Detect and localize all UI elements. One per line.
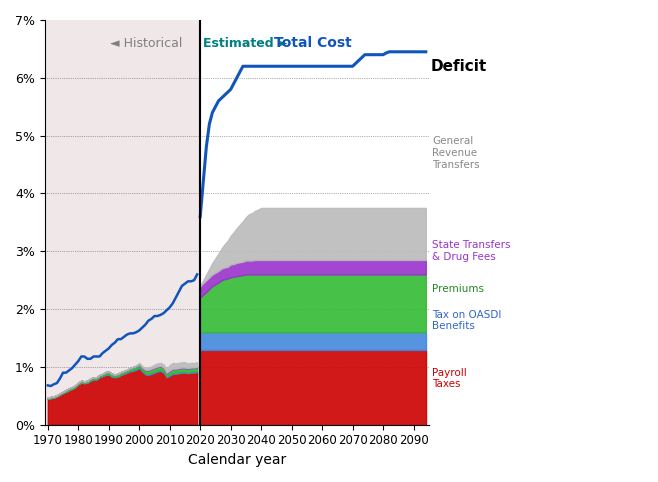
Bar xyxy=(45,20,200,425)
Text: Estimated ►: Estimated ► xyxy=(203,37,288,50)
Text: General
Revenue
Transfers: General Revenue Transfers xyxy=(432,136,480,170)
Text: Deficit: Deficit xyxy=(430,59,487,74)
Text: ◄ Historical: ◄ Historical xyxy=(109,37,182,50)
Text: State Transfers
& Drug Fees: State Transfers & Drug Fees xyxy=(432,241,511,262)
Text: Total Cost: Total Cost xyxy=(274,36,352,50)
Text: Payroll
Taxes: Payroll Taxes xyxy=(432,368,467,389)
X-axis label: Calendar year: Calendar year xyxy=(188,453,286,467)
Text: Tax on OASDI
Benefits: Tax on OASDI Benefits xyxy=(432,310,501,332)
Text: Premiums: Premiums xyxy=(432,284,484,294)
